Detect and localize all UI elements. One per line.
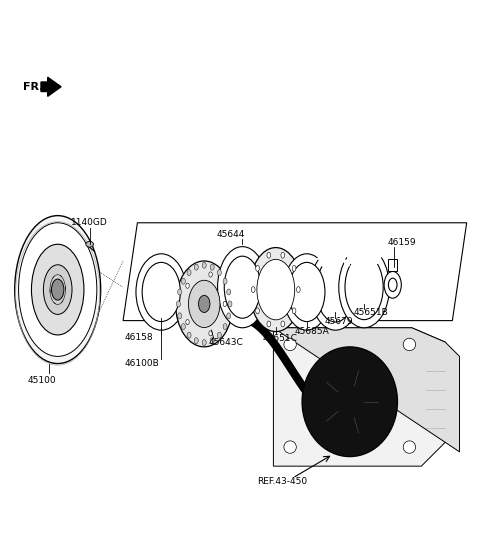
Ellipse shape <box>252 287 255 293</box>
Text: 45644: 45644 <box>216 230 244 239</box>
Ellipse shape <box>194 338 198 344</box>
Ellipse shape <box>223 301 227 307</box>
Ellipse shape <box>281 252 285 258</box>
Ellipse shape <box>403 338 416 351</box>
Ellipse shape <box>283 254 331 330</box>
Ellipse shape <box>181 278 185 284</box>
Ellipse shape <box>228 301 232 307</box>
Ellipse shape <box>136 254 187 330</box>
Ellipse shape <box>223 324 227 329</box>
Text: 46100B: 46100B <box>124 359 159 368</box>
Polygon shape <box>123 223 467 321</box>
Ellipse shape <box>202 262 206 268</box>
Ellipse shape <box>284 338 296 351</box>
Ellipse shape <box>267 321 271 327</box>
Polygon shape <box>274 328 445 466</box>
Ellipse shape <box>281 321 285 327</box>
Ellipse shape <box>187 332 191 338</box>
Ellipse shape <box>250 248 302 332</box>
Ellipse shape <box>224 256 261 318</box>
Text: REF.43-450: REF.43-450 <box>257 477 307 486</box>
Ellipse shape <box>51 279 64 300</box>
Ellipse shape <box>257 259 295 320</box>
Ellipse shape <box>187 269 191 276</box>
Ellipse shape <box>288 262 325 321</box>
Ellipse shape <box>227 313 231 319</box>
Text: 45651C: 45651C <box>263 334 298 343</box>
Ellipse shape <box>256 308 259 314</box>
Ellipse shape <box>227 289 231 295</box>
Ellipse shape <box>310 249 361 330</box>
Ellipse shape <box>19 223 97 357</box>
Ellipse shape <box>339 247 389 328</box>
Text: 46158: 46158 <box>124 333 153 342</box>
Ellipse shape <box>202 340 206 346</box>
Ellipse shape <box>256 266 259 271</box>
Ellipse shape <box>345 255 383 320</box>
Ellipse shape <box>384 272 401 298</box>
Ellipse shape <box>186 283 189 288</box>
Ellipse shape <box>86 241 94 247</box>
Ellipse shape <box>209 331 212 336</box>
Ellipse shape <box>43 265 72 314</box>
Text: 45651B: 45651B <box>354 307 388 316</box>
Ellipse shape <box>403 441 416 453</box>
Ellipse shape <box>178 313 182 319</box>
Ellipse shape <box>194 264 198 270</box>
Text: 1140GD: 1140GD <box>71 218 108 227</box>
Ellipse shape <box>178 289 182 295</box>
Text: FR.: FR. <box>23 82 43 92</box>
Ellipse shape <box>15 216 101 364</box>
Ellipse shape <box>316 257 355 322</box>
Polygon shape <box>41 77 61 96</box>
Ellipse shape <box>267 252 271 258</box>
Polygon shape <box>274 328 459 452</box>
Text: 45643C: 45643C <box>209 338 244 347</box>
Ellipse shape <box>186 320 189 325</box>
Ellipse shape <box>302 347 397 457</box>
Ellipse shape <box>297 287 300 293</box>
Ellipse shape <box>223 278 227 284</box>
Ellipse shape <box>177 301 180 307</box>
Ellipse shape <box>217 247 267 328</box>
Ellipse shape <box>189 280 220 327</box>
Ellipse shape <box>176 261 233 347</box>
Text: 45679: 45679 <box>324 317 353 326</box>
Text: 45685A: 45685A <box>295 327 330 335</box>
Text: 46159: 46159 <box>388 239 417 247</box>
Ellipse shape <box>284 441 296 453</box>
Ellipse shape <box>388 278 397 292</box>
Bar <box>388 259 397 270</box>
Text: 45100: 45100 <box>28 376 56 385</box>
Ellipse shape <box>210 338 214 344</box>
Ellipse shape <box>181 324 185 329</box>
Ellipse shape <box>292 308 296 314</box>
Ellipse shape <box>32 244 84 335</box>
Ellipse shape <box>217 332 221 338</box>
Ellipse shape <box>199 295 210 313</box>
Ellipse shape <box>209 272 212 277</box>
Ellipse shape <box>142 262 180 321</box>
Ellipse shape <box>217 269 221 276</box>
Ellipse shape <box>210 264 214 270</box>
Ellipse shape <box>292 266 296 271</box>
